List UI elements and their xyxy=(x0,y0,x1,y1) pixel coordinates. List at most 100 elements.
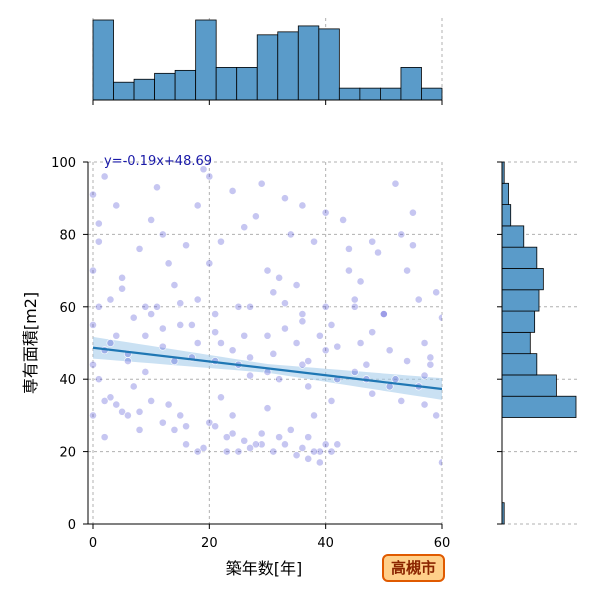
scatter-point xyxy=(182,422,190,431)
scatter-point xyxy=(193,339,202,347)
scatter-point xyxy=(94,302,103,311)
x-axis-ticks: 0 20 40 60 xyxy=(89,524,450,551)
scatter-point xyxy=(275,433,284,442)
scatter-point xyxy=(112,201,121,210)
scatter-points xyxy=(89,165,442,467)
y-tick-label: 20 xyxy=(59,446,76,461)
scatter-point xyxy=(397,230,406,239)
scatter-point xyxy=(304,382,313,391)
scatter-point xyxy=(379,310,388,318)
x-hist-bar xyxy=(318,28,340,101)
scatter-point xyxy=(193,447,202,456)
x-hist-bar xyxy=(133,78,155,101)
scatter-point xyxy=(205,172,214,181)
scatter-point xyxy=(118,407,126,416)
y-hist-bar xyxy=(501,353,538,376)
x-hist-bar xyxy=(195,19,217,101)
y-hist-bar xyxy=(501,395,577,418)
scatter-point xyxy=(362,360,371,369)
scatter-point xyxy=(420,339,429,347)
scatter-point xyxy=(158,230,167,239)
scatter-point xyxy=(275,273,284,282)
scatter-point xyxy=(112,400,121,409)
scatter-point xyxy=(187,320,196,329)
y-hist-bar xyxy=(501,204,512,227)
y-hist-bar xyxy=(501,225,525,248)
y-hist-bar xyxy=(501,374,557,397)
scatter-point xyxy=(246,353,254,362)
scatter-point xyxy=(246,371,254,380)
scatter-point xyxy=(310,411,318,420)
scatter-point xyxy=(228,429,237,438)
scatter-point xyxy=(112,331,121,340)
city-badge: 高槻市 xyxy=(382,554,445,582)
scatter-point xyxy=(321,440,330,449)
scatter-point xyxy=(147,397,156,405)
scatter-point xyxy=(135,425,144,434)
scatter-point xyxy=(385,346,394,355)
y-hist-bar xyxy=(501,246,538,269)
scatter-point xyxy=(153,183,161,192)
x-tick-label: 0 xyxy=(89,536,97,551)
scatter-point xyxy=(234,447,243,456)
y-axis-ticks: 0 20 40 60 80 100 xyxy=(51,156,88,533)
scatter-point xyxy=(164,259,173,268)
scatter-point xyxy=(269,349,278,358)
scatter-point xyxy=(94,219,103,228)
scatter-point xyxy=(182,440,190,449)
scatter-point xyxy=(217,237,225,246)
scatter-point xyxy=(176,411,185,420)
scatter-point xyxy=(257,440,266,449)
x-hist-bar xyxy=(359,87,381,101)
scatter-point xyxy=(211,328,220,337)
scatter-point xyxy=(432,288,441,297)
x-hist-bar xyxy=(92,19,114,101)
x-hist-bar xyxy=(113,81,135,101)
scatter-point xyxy=(263,266,272,275)
scatter-point xyxy=(205,259,214,268)
x-hist-bar xyxy=(256,34,279,101)
scatter-point xyxy=(333,440,342,449)
scatter-point xyxy=(228,411,237,420)
scatter-point xyxy=(135,244,144,253)
scatter-point xyxy=(304,454,313,463)
scatter-point xyxy=(315,331,324,340)
scatter-point xyxy=(321,346,330,355)
scatter-point xyxy=(327,320,336,329)
scatter-point xyxy=(298,360,307,369)
scatter-point xyxy=(141,302,150,311)
x-tick-label: 20 xyxy=(201,536,218,551)
scatter-point xyxy=(368,237,377,246)
y-hist-bar xyxy=(501,182,509,205)
scatter-point xyxy=(89,411,97,420)
scatter-point xyxy=(350,302,359,311)
scatter-point xyxy=(304,357,313,365)
scatter-point xyxy=(158,324,167,333)
scatter-point xyxy=(94,237,103,246)
y-tick-label: 100 xyxy=(51,156,76,171)
scatter-point xyxy=(368,328,377,337)
scatter-point xyxy=(257,179,266,188)
y-tick-label: 0 xyxy=(68,518,76,533)
scatter-point xyxy=(89,320,97,329)
scatter-point xyxy=(368,389,377,398)
scatter-point xyxy=(170,281,179,289)
scatter-point xyxy=(269,288,278,297)
scatter-point xyxy=(292,451,301,460)
scatter-point xyxy=(333,342,342,351)
scatter-point xyxy=(193,201,202,210)
scatter-point xyxy=(147,310,156,318)
scatter-point xyxy=(298,444,307,452)
scatter-point xyxy=(420,371,429,380)
y-marginal-histogram xyxy=(497,161,580,525)
scatter-point xyxy=(426,353,435,362)
scatter-point xyxy=(327,447,336,456)
scatter-point xyxy=(228,187,237,195)
regression-line-group xyxy=(92,346,442,391)
x-hist-bar xyxy=(338,87,361,101)
y-tick-label: 80 xyxy=(59,228,76,243)
scatter-point xyxy=(106,393,115,402)
x-tick-label: 60 xyxy=(434,536,451,551)
scatter-point xyxy=(391,179,400,188)
